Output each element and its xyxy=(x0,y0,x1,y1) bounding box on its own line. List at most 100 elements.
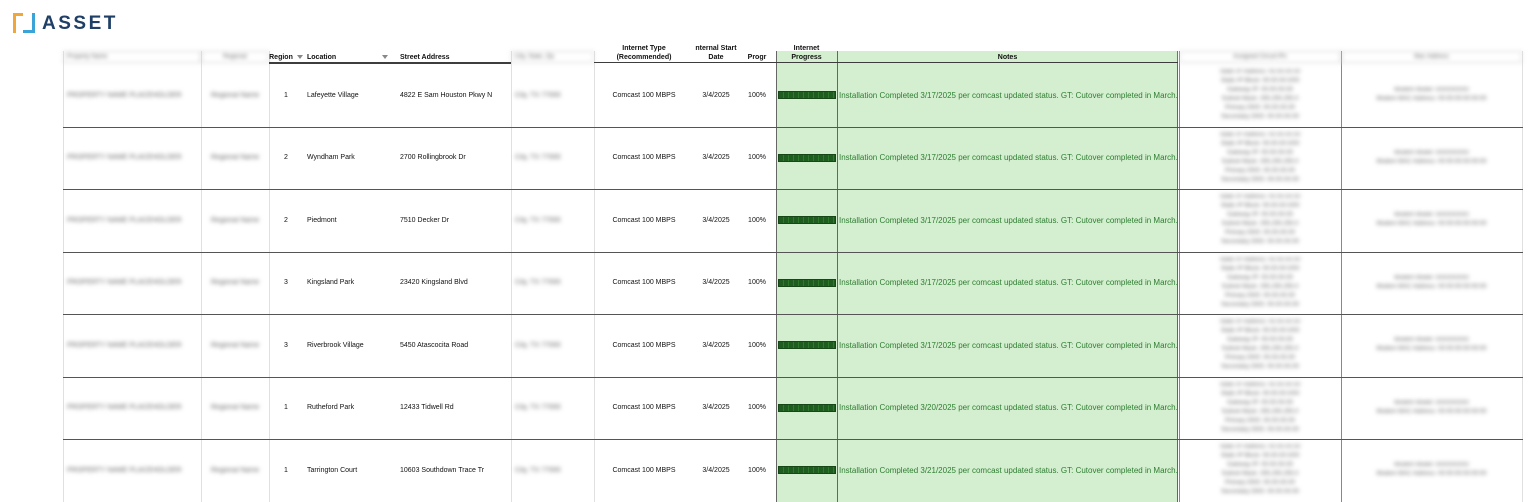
cell-progress-percent[interactable]: 100% xyxy=(748,154,766,162)
cell-location[interactable]: Kingsland Park xyxy=(307,279,355,287)
progress-bar xyxy=(777,403,836,412)
header-notes[interactable]: Notes xyxy=(997,54,1018,61)
cell-region[interactable]: 1 xyxy=(284,404,288,412)
blurred-city: City, TX 77000 xyxy=(515,91,561,99)
table-row[interactable]: PROPERTY NAME PLACEHOLDER Regional Name … xyxy=(63,64,1523,127)
cell-location[interactable]: Riverbrook Village xyxy=(307,341,364,349)
table-row[interactable]: PROPERTY NAME PLACEHOLDER Regional Name … xyxy=(63,439,1523,502)
table-row[interactable]: PROPERTY NAME PLACEHOLDER Regional Name … xyxy=(63,127,1523,190)
blurred-header-mac: Mac Address xyxy=(1341,51,1522,63)
cell-start-date[interactable]: 3/4/2025 xyxy=(702,341,730,349)
blurred-circuit-ips: Static IP Address: 00.00.00.00 Static IP … xyxy=(1219,319,1301,371)
blurred-regional: Regional Name xyxy=(210,216,260,224)
cell-notes[interactable]: Installation Completed 3/17/2025 per com… xyxy=(839,215,1178,225)
row-divider xyxy=(63,251,1523,253)
header-street-address[interactable]: Street Address xyxy=(400,54,450,61)
cell-internet-type[interactable]: Comcast 100 MBPS xyxy=(612,91,676,99)
cell-region[interactable]: 3 xyxy=(284,279,288,287)
blurred-circuit-ips: Static IP Address: 00.00.00.00 Static IP … xyxy=(1219,256,1301,308)
row-divider xyxy=(63,439,1523,440)
blurred-circuit-ips: Static IP Address: 00.00.00.00 Static IP … xyxy=(1219,444,1301,496)
cell-street-address[interactable]: 10603 Southdown Trace Tr xyxy=(400,466,485,474)
header-internet-type[interactable]: Internet Type (Recommended) xyxy=(616,45,672,61)
blurred-circuit-ips: Static IP Address: 00.00.00.00 Static IP … xyxy=(1219,131,1301,183)
cell-notes[interactable]: Installation Completed 3/17/2025 per com… xyxy=(839,340,1178,350)
cell-progress-bar[interactable] xyxy=(776,189,837,252)
cell-start-date[interactable]: 3/4/2025 xyxy=(702,404,730,412)
cell-internet-type[interactable]: Comcast 100 MBPS xyxy=(612,216,676,224)
blurred-regional: Regional Name xyxy=(210,279,260,287)
cell-progress-bar[interactable] xyxy=(776,377,837,440)
cell-notes[interactable]: Installation Completed 3/17/2025 per com… xyxy=(839,278,1178,288)
cell-start-date[interactable]: 3/4/2025 xyxy=(702,154,730,162)
cell-progress-percent[interactable]: 100% xyxy=(748,466,766,474)
cell-internet-type[interactable]: Comcast 100 MBPS xyxy=(612,279,676,287)
cell-progress-bar[interactable] xyxy=(776,314,837,377)
cell-region[interactable]: 3 xyxy=(284,341,288,349)
cell-internet-type[interactable]: Comcast 100 MBPS xyxy=(612,466,676,474)
cell-internet-type[interactable]: Comcast 100 MBPS xyxy=(612,341,676,349)
blurred-mac-address: Modem Model: 0000000000 Modem MAC Address… xyxy=(1376,462,1487,478)
cell-internet-type[interactable]: Comcast 100 MBPS xyxy=(612,404,676,412)
asset-logo: ASSET xyxy=(13,12,118,36)
cell-progress-percent[interactable]: 100% xyxy=(748,404,766,412)
cell-street-address[interactable]: 23420 Kingsland Blvd xyxy=(400,279,468,287)
cell-region[interactable]: 2 xyxy=(284,154,288,162)
cell-location[interactable]: Lafeyette Village xyxy=(307,91,359,99)
cell-notes[interactable]: Installation Completed 3/17/2025 per com… xyxy=(839,153,1178,163)
cell-progress-percent[interactable]: 100% xyxy=(748,279,766,287)
blurred-property-name: PROPERTY NAME PLACEHOLDER xyxy=(67,404,182,412)
table-row[interactable]: PROPERTY NAME PLACEHOLDER Regional Name … xyxy=(63,314,1523,377)
filter-dropdown-icon[interactable] xyxy=(382,55,389,59)
cell-street-address[interactable]: 5450 Atascocita Road xyxy=(400,341,469,349)
cell-street-address[interactable]: 4822 E Sam Houston Pkwy N xyxy=(400,91,493,99)
cell-location[interactable]: Piedmont xyxy=(307,216,337,224)
blurred-property-name: PROPERTY NAME PLACEHOLDER xyxy=(67,91,182,99)
logo-text: ASSET xyxy=(42,13,118,34)
header-start-date[interactable]: nternal Start Date xyxy=(695,45,737,61)
header-progr[interactable]: Progr xyxy=(747,54,767,61)
cell-street-address[interactable]: 12433 Tidwell Rd xyxy=(400,404,454,412)
cell-region[interactable]: 2 xyxy=(284,216,288,224)
row-divider xyxy=(63,314,1523,315)
cell-progress-percent[interactable]: 100% xyxy=(748,341,766,349)
cell-progress-bar[interactable] xyxy=(776,252,837,315)
cell-notes[interactable]: Installation Completed 3/17/2025 per com… xyxy=(839,90,1178,100)
cell-region[interactable]: 1 xyxy=(284,91,288,99)
cell-start-date[interactable]: 3/4/2025 xyxy=(702,91,730,99)
cell-start-date[interactable]: 3/4/2025 xyxy=(702,216,730,224)
cell-street-address[interactable]: 2700 Rollingbrook Dr xyxy=(400,154,466,162)
cell-notes[interactable]: Installation Completed 3/20/2025 per com… xyxy=(839,403,1178,413)
cell-notes[interactable]: Installation Completed 3/21/2025 per com… xyxy=(839,465,1178,475)
header-location[interactable]: Location xyxy=(303,40,396,63)
blurred-regional: Regional Name xyxy=(210,466,260,474)
cell-location[interactable]: Rutheford Park xyxy=(307,404,355,412)
blurred-header-circuit: Assigned Circuit IPs xyxy=(1179,51,1341,63)
blurred-mac-address: Modem Model: 0000000000 Modem MAC Address… xyxy=(1376,212,1487,228)
row-divider xyxy=(63,189,1523,190)
progress-bar xyxy=(777,216,836,225)
cell-progress-bar[interactable] xyxy=(776,127,837,190)
cell-region[interactable]: 1 xyxy=(284,466,288,474)
table-row[interactable]: PROPERTY NAME PLACEHOLDER Regional Name … xyxy=(63,377,1523,440)
cell-progress-bar[interactable] xyxy=(776,64,837,127)
progress-bar xyxy=(777,466,836,475)
progress-bar xyxy=(777,91,836,100)
cell-location[interactable]: Tarrington Court xyxy=(307,466,358,474)
cell-progress-bar[interactable] xyxy=(776,439,837,502)
cell-location[interactable]: Wyndham Park xyxy=(307,154,355,162)
blurred-mac-address: Modem Model: 0000000000 Modem MAC Address… xyxy=(1376,399,1487,415)
table-row[interactable]: PROPERTY NAME PLACEHOLDER Regional Name … xyxy=(63,189,1523,252)
table-row[interactable]: PROPERTY NAME PLACEHOLDER Regional Name … xyxy=(63,252,1523,315)
filter-dropdown-icon[interactable] xyxy=(296,55,303,59)
header-internet-progress[interactable]: Internet Progress xyxy=(791,45,822,61)
cell-internet-type[interactable]: Comcast 100 MBPS xyxy=(612,154,676,162)
blurred-mac-address: Modem Model: 0000000000 Modem MAC Address… xyxy=(1376,149,1487,165)
cell-street-address[interactable]: 7510 Decker Dr xyxy=(400,216,450,224)
cell-progress-percent[interactable]: 100% xyxy=(748,216,766,224)
cell-start-date[interactable]: 3/4/2025 xyxy=(702,279,730,287)
cell-start-date[interactable]: 3/4/2025 xyxy=(702,466,730,474)
header-region[interactable]: Region xyxy=(269,40,303,63)
cell-progress-percent[interactable]: 100% xyxy=(748,91,766,99)
blurred-regional: Regional Name xyxy=(210,341,260,349)
